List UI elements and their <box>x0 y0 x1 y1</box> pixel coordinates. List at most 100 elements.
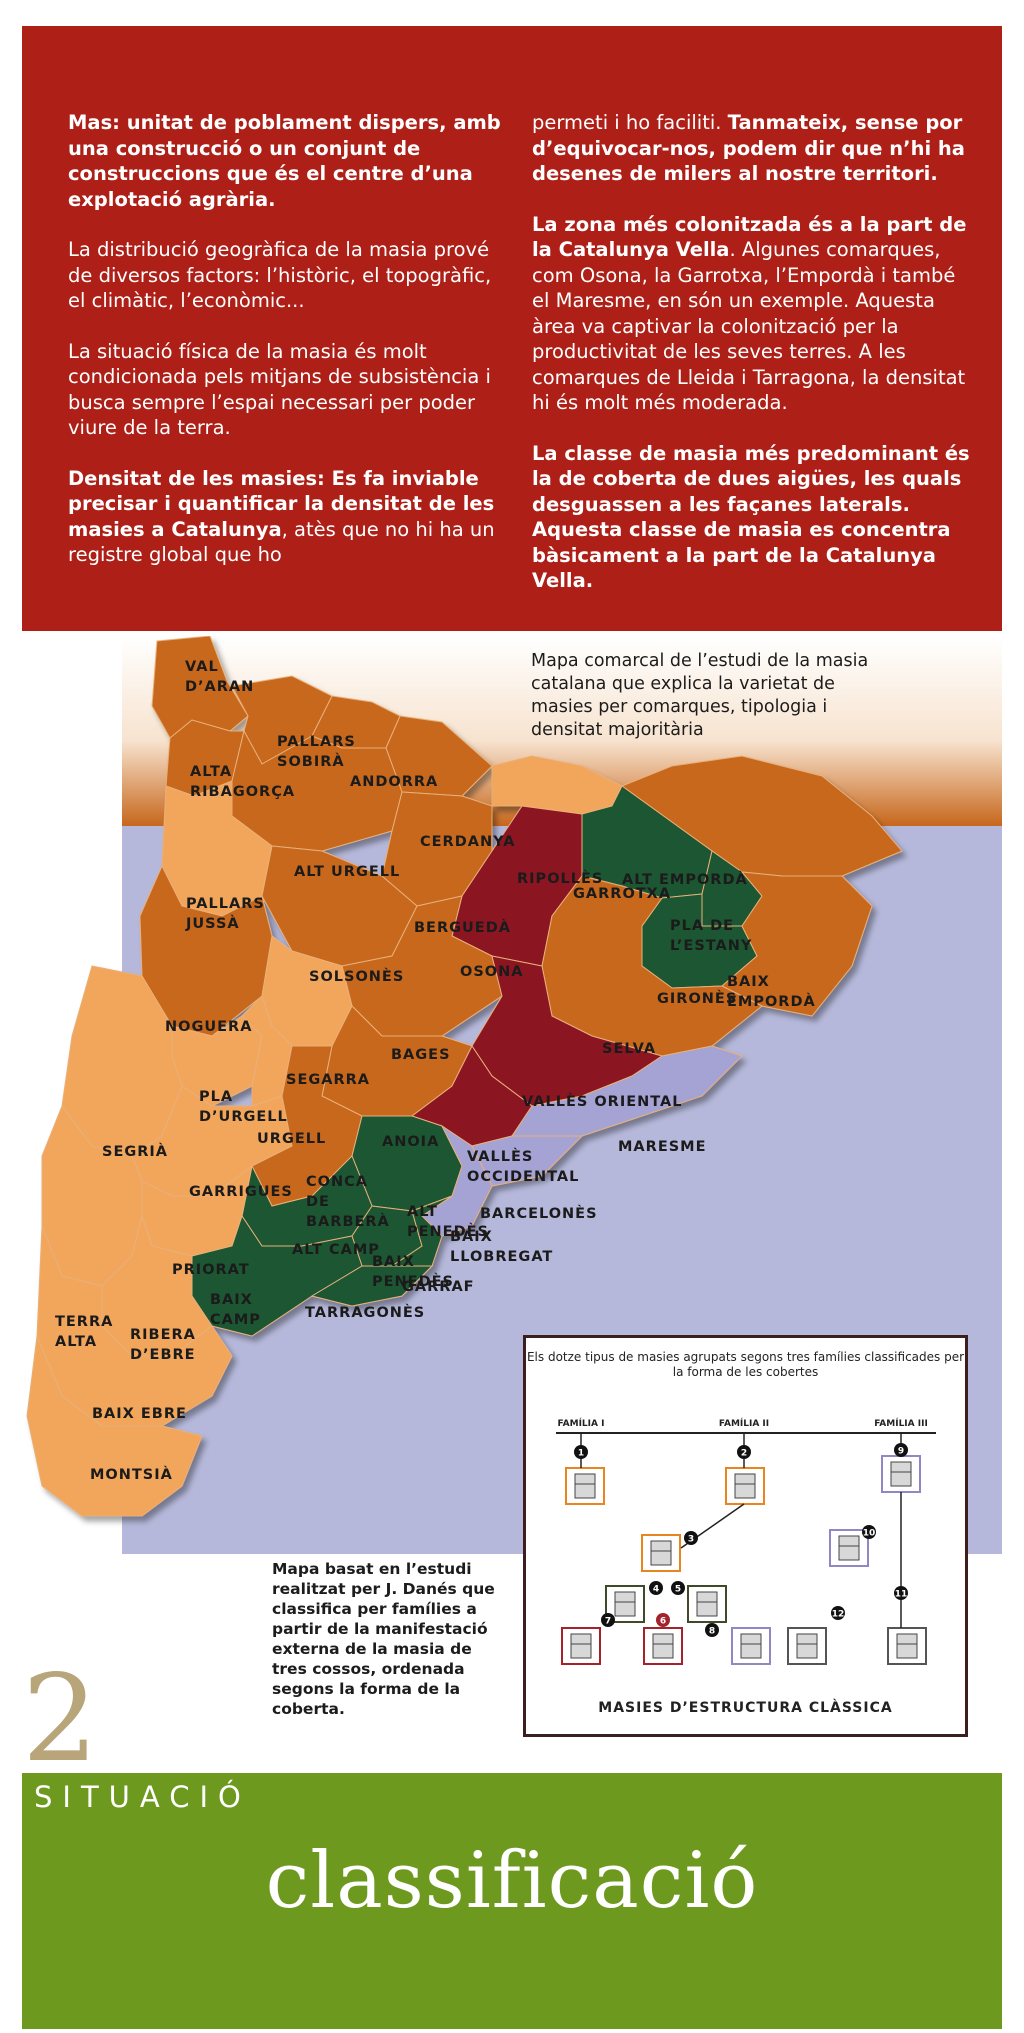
region-label: ALT URGELL <box>294 864 400 880</box>
region-baix-empordà <box>721 871 873 1017</box>
region-label: BAIX EBRE <box>92 1406 187 1422</box>
region-label-line: GARROTXA <box>573 886 671 902</box>
region-label-line: MARESME <box>618 1139 707 1155</box>
region-label: TARRAGONÈS <box>305 1304 425 1321</box>
region-barcelonès <box>471 1135 584 1187</box>
region-label: SOLSONÈS <box>309 968 404 985</box>
region-montsià <box>26 1334 203 1517</box>
intro-text-bold: La zona més colonitzada és a la part de … <box>532 212 967 262</box>
region-shapes <box>26 636 903 1517</box>
region-label-line: VAL <box>185 659 219 675</box>
region-label: ALT EMPORDÀ <box>622 871 748 888</box>
type-number-badge <box>574 1445 588 1459</box>
region-label: PLA DE L’ESTANY <box>670 918 752 954</box>
masia-facade <box>740 1633 762 1659</box>
region-label-line: ANOIA <box>382 1134 439 1150</box>
type-number-badge <box>705 1623 719 1637</box>
map-source-note: Mapa basat en l’estudi realitzat per J. … <box>272 1560 495 1718</box>
region-label: SEGARRA <box>286 1072 370 1088</box>
region-label-line: D’ARAN <box>185 679 254 695</box>
masia-facade <box>838 1535 860 1561</box>
type-number-badge <box>831 1606 845 1620</box>
intro-panel <box>22 26 1002 631</box>
intro-paragraph: La classe de masia més predominant és la… <box>532 441 972 594</box>
map-svg: VAL D’ARAN PALLARS SOBIRÀ ALTA RIBAGORÇA ANDOR… <box>22 636 1002 1554</box>
region-label-line: ALT EMPORDÀ <box>622 871 748 888</box>
masia-facade <box>734 1473 756 1499</box>
region-label-line: BERGUEDÀ <box>414 919 511 936</box>
intro-text: La distribució geogràfica de la masia pr… <box>68 238 492 312</box>
family-label: FAMÍLIA II <box>719 1417 769 1429</box>
region-label-line: BARCELONÈS <box>480 1205 598 1222</box>
region-label-line: PENEDÈS <box>372 1273 454 1290</box>
region-label: RIPOLLÈS <box>517 870 603 887</box>
region-label-line: PRIORAT <box>172 1262 250 1278</box>
masia-facade <box>896 1633 918 1659</box>
intro-paragraph: La distribució geogràfica de la masia pr… <box>68 237 508 314</box>
diagram-title: Els dotze tipus de masies agrupats segon… <box>526 1350 965 1379</box>
region-label-line: CAMP <box>210 1312 261 1328</box>
type-number: 11 <box>895 1590 908 1600</box>
region-label-line: SOBIRÀ <box>277 753 345 770</box>
section-number: 2 <box>22 1650 99 1789</box>
masia-facade <box>574 1473 596 1499</box>
intro-text: permeti i ho faciliti. <box>532 111 728 134</box>
region-label: PLA D’URGELL <box>199 1089 288 1125</box>
intro-paragraph: Mas: unitat de poblament dispers, amb un… <box>68 110 508 212</box>
region-label-line: SEGRIÀ <box>102 1143 168 1160</box>
region-label: GARROTXA <box>573 886 671 902</box>
region-label: BAIX LLOBREGAT <box>450 1229 553 1265</box>
region-label-line: DE <box>306 1194 330 1210</box>
type-number: 6 <box>660 1617 666 1627</box>
region-label-line: ALT URGELL <box>294 864 400 880</box>
intro-column-left: Mas: unitat de poblament dispers, amb un… <box>68 110 508 593</box>
region-label-line: SOLSONÈS <box>309 968 404 985</box>
region-label-line: OCCIDENTAL <box>467 1169 579 1185</box>
intro-paragraph: La situació física de la masia és molt c… <box>68 339 508 441</box>
region-label-line: BARBERÀ <box>306 1213 390 1230</box>
map-caption: Mapa comarcal de l’estudi de la masia ca… <box>531 651 869 740</box>
region-label-line: URGELL <box>257 1131 326 1147</box>
type-number-badge <box>656 1613 670 1627</box>
region-label: ALT PENEDÈS <box>407 1204 489 1240</box>
region-label-line: LLOBREGAT <box>450 1249 553 1265</box>
region-label: SELVA <box>602 1041 656 1057</box>
region-label-line: PALLARS <box>186 896 265 912</box>
type-number: 12 <box>832 1610 845 1620</box>
region-label-line: PLA DE <box>670 918 734 934</box>
region-label: PALLARS SOBIRÀ <box>277 734 356 770</box>
intro-text-bold: Mas: unitat de poblament dispers, amb un… <box>68 111 501 211</box>
title-band <box>22 1773 1002 2029</box>
region-label-line: TARRAGONÈS <box>305 1304 425 1321</box>
region-label-line: BAIX <box>450 1229 493 1245</box>
region-label-line: VALLÈS ORIENTAL <box>522 1093 683 1110</box>
region-label-line: TERRA <box>55 1314 113 1330</box>
region-label-line: ALT <box>407 1204 438 1220</box>
region-label: BAIX CAMP <box>210 1292 261 1328</box>
region-label: MONTSIÀ <box>90 1466 173 1483</box>
region-label: PALLARS JUSSÀ <box>185 896 265 932</box>
region-label-line: GARRIGUES <box>189 1184 293 1200</box>
page-title: classificació <box>265 1836 759 1926</box>
intro-text-bold: La classe de masia més predominant és la… <box>532 441 970 593</box>
region-label-line: BAIX EBRE <box>92 1406 187 1422</box>
region-label-line: D’URGELL <box>199 1109 288 1125</box>
type-number: 10 <box>863 1529 876 1539</box>
region-label: VALLÈS OCCIDENTAL <box>467 1148 579 1185</box>
region-label-line: PENEDÈS <box>407 1223 489 1240</box>
comarques-map: VAL D’ARAN PALLARS SOBIRÀ ALTA RIBAGORÇA ANDOR… <box>22 636 1002 1554</box>
region-label: ANDORRA <box>350 774 438 790</box>
type-number-badge <box>894 1586 908 1600</box>
intro-text: , atès que no hi ha un registre global q… <box>68 517 495 567</box>
intro-text: La situació física de la masia és molt c… <box>68 339 491 440</box>
region-label-line: VALLÈS <box>467 1148 533 1165</box>
region-label: BERGUEDÀ <box>414 919 511 936</box>
region-label: GIRONÈS <box>657 990 737 1007</box>
region-label-line: GARRAF <box>402 1279 475 1295</box>
region-label-line: RIBERA <box>130 1327 196 1343</box>
masia-facade <box>650 1540 672 1566</box>
region-label-line: CERDANYA <box>420 834 515 850</box>
region-label-line: BAGES <box>391 1047 451 1063</box>
region-label-line: OSONA <box>460 964 523 980</box>
